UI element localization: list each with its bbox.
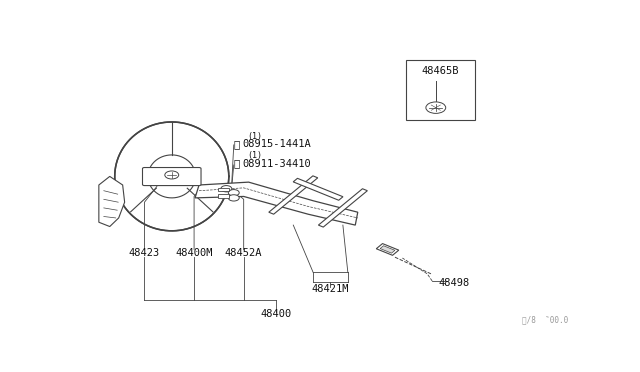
Text: 48423: 48423 <box>129 248 160 258</box>
Text: 48400: 48400 <box>260 310 292 320</box>
Circle shape <box>426 102 445 113</box>
Text: 48421M: 48421M <box>312 284 349 294</box>
Polygon shape <box>116 123 227 230</box>
Text: Ⓝ: Ⓝ <box>234 158 240 169</box>
Text: 48400M: 48400M <box>175 248 213 258</box>
Bar <box>218 194 229 198</box>
Circle shape <box>165 171 179 179</box>
Polygon shape <box>318 189 367 227</box>
Circle shape <box>221 186 232 192</box>
Polygon shape <box>376 244 399 255</box>
Text: 08911-34410: 08911-34410 <box>243 158 312 169</box>
Text: (1): (1) <box>248 151 262 160</box>
Bar <box>406 60 475 120</box>
Text: (1): (1) <box>248 132 262 141</box>
Polygon shape <box>293 178 343 200</box>
Polygon shape <box>269 176 318 214</box>
Text: 二/8  ‶00.0: 二/8 ‶00.0 <box>522 316 568 325</box>
Text: 08915-1441A: 08915-1441A <box>243 140 312 149</box>
Polygon shape <box>99 176 125 227</box>
Text: 48452A: 48452A <box>225 248 262 258</box>
Circle shape <box>228 190 239 196</box>
Bar <box>218 187 229 191</box>
Text: 48498: 48498 <box>439 278 470 288</box>
FancyBboxPatch shape <box>143 167 201 186</box>
Text: Ⓦ: Ⓦ <box>234 140 240 149</box>
Circle shape <box>228 195 239 201</box>
Text: 48465B: 48465B <box>422 66 460 76</box>
Polygon shape <box>380 246 395 253</box>
Polygon shape <box>195 182 358 225</box>
